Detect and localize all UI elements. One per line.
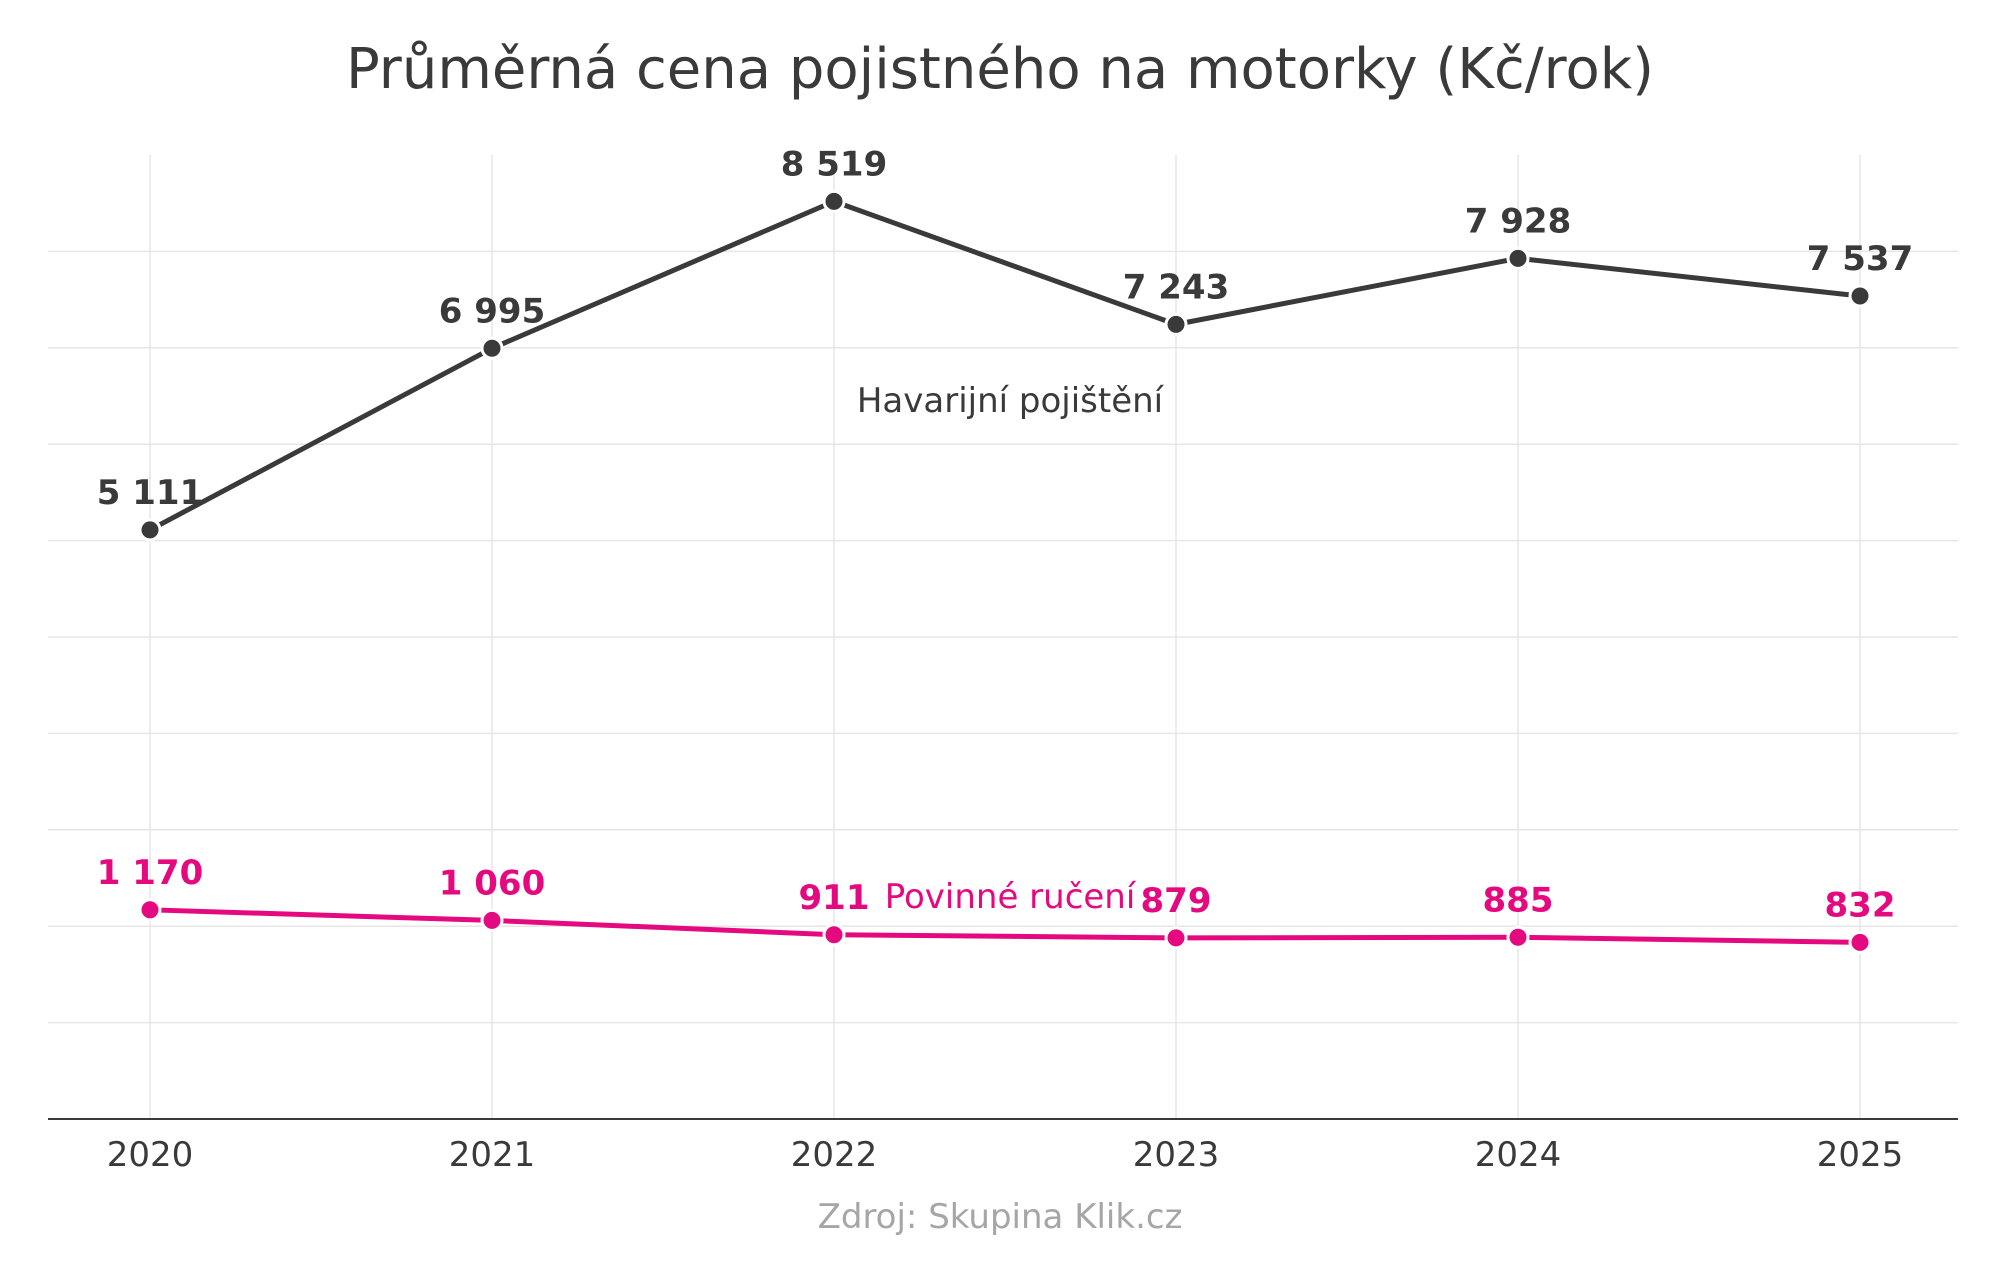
series-line <box>147 907 1863 945</box>
data-point <box>1848 930 1872 954</box>
data-point <box>822 189 846 213</box>
x-tick-label: 2023 <box>1133 1135 1220 1175</box>
data-label: 1 060 <box>439 863 545 903</box>
data-label: 7 243 <box>1123 267 1229 307</box>
x-tick-label: 2021 <box>449 1135 536 1175</box>
series-1: 1 170 1 060 911 879 885 832 Povinné ručení <box>97 853 1896 954</box>
data-point <box>1506 925 1530 949</box>
data-label: 5 111 <box>97 473 203 513</box>
data-label: 911 <box>799 878 870 918</box>
series-0: 5 111 6 995 8 519 7 243 7 928 7 537 Havarijní … <box>97 144 1913 542</box>
source-note: Zdroj: Skupina Klik.cz <box>818 1197 1183 1237</box>
data-label: 885 <box>1483 880 1554 920</box>
x-axis: 2020 2021 2022 2023 2024 2025 <box>48 1118 1958 1175</box>
data-label: 7 928 <box>1465 201 1571 241</box>
data-point <box>1506 246 1530 270</box>
grid <box>48 155 1958 1119</box>
data-label: 6 995 <box>439 291 545 331</box>
data-label: 7 537 <box>1807 239 1913 279</box>
series-name-label: Povinné ručení <box>885 877 1137 917</box>
data-point <box>1164 312 1188 336</box>
data-label: 1 170 <box>97 853 203 893</box>
data-label: 8 519 <box>781 144 887 184</box>
x-tick-label: 2024 <box>1475 1135 1562 1175</box>
series-name-label: Havarijní pojištění <box>857 381 1165 421</box>
data-point <box>480 908 504 932</box>
data-point <box>1848 284 1872 308</box>
data-point <box>138 518 162 542</box>
chart-title: Průměrná cena pojistného na motorky (Kč/… <box>346 37 1654 102</box>
data-point <box>1164 926 1188 950</box>
x-tick-label: 2025 <box>1817 1135 1904 1175</box>
series-line <box>147 198 1863 533</box>
data-point <box>822 923 846 947</box>
data-label: 879 <box>1141 881 1212 921</box>
x-tick-label: 2022 <box>791 1135 878 1175</box>
data-label: 832 <box>1825 885 1896 925</box>
data-point <box>138 898 162 922</box>
series-layer: 5 111 6 995 8 519 7 243 7 928 7 537 Havarijní … <box>97 144 1913 954</box>
x-tick-label: 2020 <box>107 1135 194 1175</box>
data-point <box>480 336 504 360</box>
